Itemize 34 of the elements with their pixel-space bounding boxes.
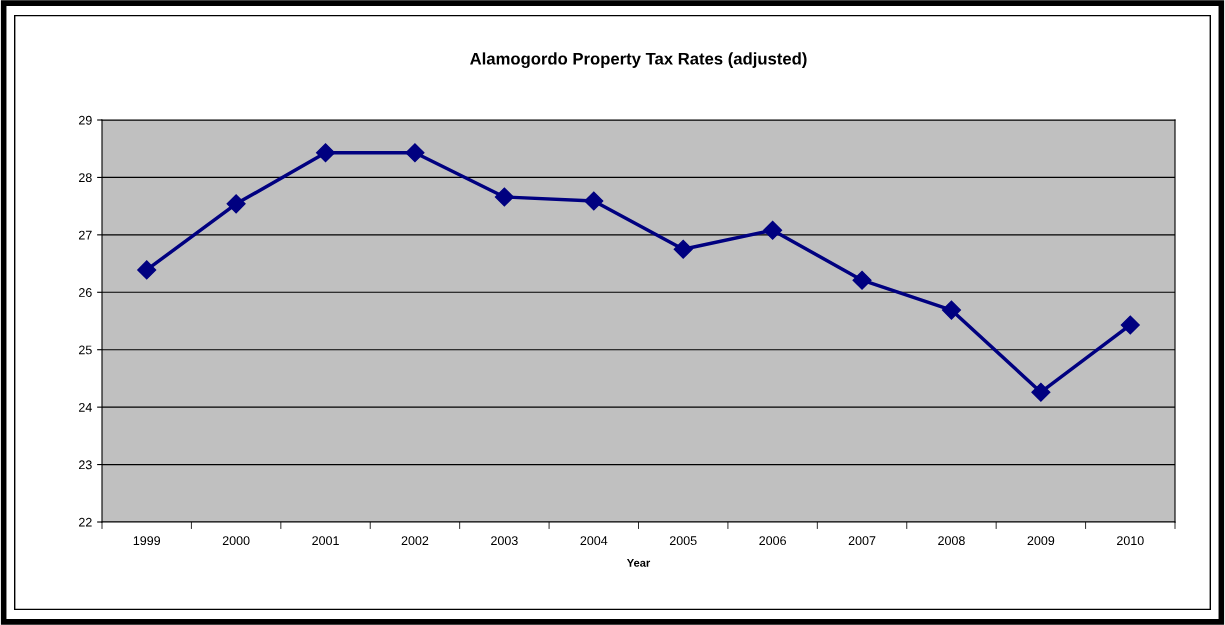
point [1031,382,1051,402]
x-tick-label: 2000 [222,536,250,546]
point [852,270,872,290]
y-tick-label: 29 [79,115,92,125]
point [494,187,514,207]
x-tick-label: 2001 [312,536,339,546]
point [226,194,246,214]
x-tick-label: 2006 [759,536,786,546]
y-tick-label: 28 [79,173,92,183]
x-tick-label: 1999 [133,536,161,546]
y-tick-label: 26 [79,288,92,297]
y-tick-label: 27 [79,230,92,240]
y-tick-label: 22 [79,517,92,527]
x-tick-label: 2002 [401,536,429,546]
point [584,191,604,211]
point [316,143,336,163]
point [405,143,425,163]
x-tick-label: 2004 [580,536,608,546]
x-tick-label: 2007 [848,536,876,546]
x-tick-label: 2005 [669,536,697,546]
y-tick-label: 23 [79,460,92,470]
x-tick-label: 2009 [1027,536,1055,546]
point [763,220,783,240]
x-axis-title: Year [626,559,651,567]
point [1120,315,1140,335]
point [941,300,961,320]
chart-title: Alamogordo Property Tax Rates (adjusted) [470,52,807,68]
x-tick-label: 2010 [1117,536,1144,546]
y-tick-label: 24 [79,402,92,412]
point [673,239,693,259]
y-tick-label: 25 [79,345,92,355]
x-tick-label: 2003 [491,536,518,546]
point [137,260,157,280]
x-tick-label: 2008 [938,536,965,546]
